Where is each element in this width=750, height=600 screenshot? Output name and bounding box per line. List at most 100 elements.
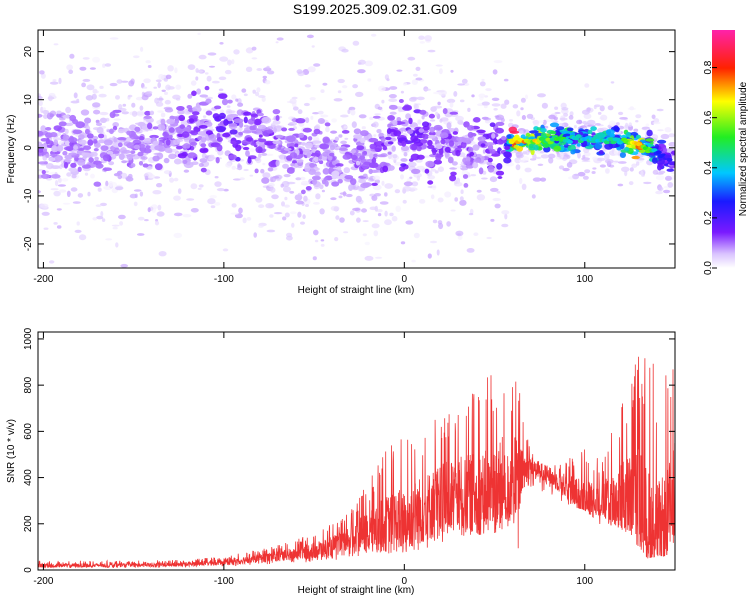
spectrogram-cell: [569, 111, 574, 117]
spectrogram-cell: [340, 114, 349, 118]
spectrogram-cell: [594, 142, 603, 150]
spectrogram-cell: [112, 150, 120, 154]
spectrogram-cell: [115, 242, 119, 248]
spectrogram-cell: [69, 53, 75, 59]
spectrogram-cell: [319, 208, 325, 215]
spectrogram-cell: [666, 168, 675, 172]
spectrogram-cell: [410, 135, 418, 143]
snr-y-label: SNR (10 * v/v): [6, 419, 17, 483]
x-tick-label: 0: [402, 274, 408, 285]
spectrogram-cell: [152, 190, 162, 195]
spectrogram-cell: [322, 82, 328, 86]
y-tick-label: 200: [23, 515, 34, 532]
spectrogram-cell: [361, 126, 366, 130]
spectrogram-cell: [68, 167, 78, 172]
spectrogram-cell: [56, 145, 64, 152]
spectrogram-cell: [233, 49, 240, 55]
spectrogram-cell: [428, 131, 437, 136]
spectrogram-cell: [416, 119, 422, 125]
spectrogram-cell: [56, 132, 61, 136]
spectrogram-cell: [348, 106, 356, 111]
spectrogram-cell: [309, 163, 315, 168]
spectrogram-cell: [202, 115, 207, 118]
spectrogram-cell: [209, 125, 214, 131]
spectrogram-cell: [411, 259, 416, 263]
spectrogram-cell: [540, 128, 547, 133]
spectrogram-cell: [522, 156, 530, 162]
spectrogram-cell: [492, 69, 498, 75]
spectrogram-cell: [598, 150, 604, 155]
spectrogram-cell: [652, 121, 661, 125]
spectrogram-cell: [203, 148, 208, 153]
spectrogram-cell: [525, 149, 530, 156]
spectrogram-cell: [415, 66, 421, 71]
spectrogram-cell: [631, 163, 638, 168]
snr-x-label: Height of straight line (km): [298, 585, 415, 596]
spectrogram-cell: [593, 105, 597, 110]
spectrogram-cell: [87, 139, 94, 146]
spectrogram-cell: [57, 184, 66, 187]
spectrogram-cell: [305, 142, 313, 149]
spectrogram-cell: [126, 130, 132, 136]
spectrogram-cell: [109, 128, 114, 135]
spectrogram-cell: [539, 151, 546, 154]
spectrogram-cell: [566, 162, 573, 168]
spectrogram-cell: [304, 84, 311, 88]
spectrogram-cell: [108, 161, 115, 166]
spectrogram-ridge-cell: [504, 146, 511, 150]
spectrogram-cell: [400, 145, 410, 152]
spectrogram-cell: [592, 167, 597, 170]
spectrogram-cell: [161, 89, 166, 93]
spectrogram-cell: [504, 99, 510, 105]
spectrogram-cell: [324, 180, 329, 187]
spectrogram-cell: [103, 134, 107, 140]
spectrogram-cell: [398, 99, 404, 103]
spectrogram-cell: [411, 168, 421, 174]
spectrogram-cell: [341, 130, 350, 134]
spectrogram-cell: [130, 163, 136, 168]
spectrogram-cell: [560, 102, 567, 109]
spectrogram-cell: [254, 168, 259, 174]
spectrogram-cell: [455, 149, 461, 157]
spectrogram-cell: [592, 156, 598, 161]
spectrogram-cell: [121, 149, 132, 154]
spectrogram-cell: [61, 178, 69, 182]
spectrogram-cell: [430, 119, 436, 122]
spectrogram-cell: [216, 126, 226, 133]
spectrogram-cell: [345, 193, 353, 198]
spectrogram-cell: [430, 194, 435, 200]
spectrogram-cell: [154, 220, 160, 226]
spectrogram-cell: [100, 145, 109, 151]
spectrogram-cell: [455, 115, 464, 122]
spectrogram-cell: [95, 119, 100, 124]
spectrogram-cell: [531, 194, 536, 199]
spectrogram-cell: [515, 151, 523, 157]
spectrogram-cell: [416, 145, 422, 152]
spectrogram-cell: [299, 176, 306, 181]
spectrogram-cell: [600, 127, 609, 132]
spectrogram-cell: [554, 111, 561, 115]
spectrogram-cell: [329, 152, 335, 157]
spectrogram-cell: [324, 122, 331, 127]
spectrogram-cell: [532, 119, 540, 127]
spectrogram-cell: [494, 203, 501, 209]
spectrogram-cell: [262, 75, 267, 79]
spectrogram-cell: [600, 114, 608, 121]
spectrogram-ridge-cell: [664, 154, 671, 159]
spectrogram-cell: [250, 142, 257, 146]
colorbar-gradient: [712, 30, 735, 268]
spectrogram-cell: [400, 163, 407, 167]
spectrogram-cell: [631, 155, 640, 160]
spectrogram-cell: [587, 124, 596, 127]
spectrogram-cell: [351, 154, 358, 161]
spectrogram-cell: [364, 60, 373, 67]
spectrogram-cell: [147, 65, 152, 68]
spectrogram-cell: [115, 186, 124, 191]
spectrogram-cell: [437, 166, 444, 172]
spectrogram-cell: [227, 99, 233, 104]
spectrogram-cell: [387, 151, 392, 155]
spectrogram-cell: [485, 88, 492, 92]
spectrogram-cell: [230, 140, 237, 145]
spectrogram-cell: [432, 184, 437, 191]
